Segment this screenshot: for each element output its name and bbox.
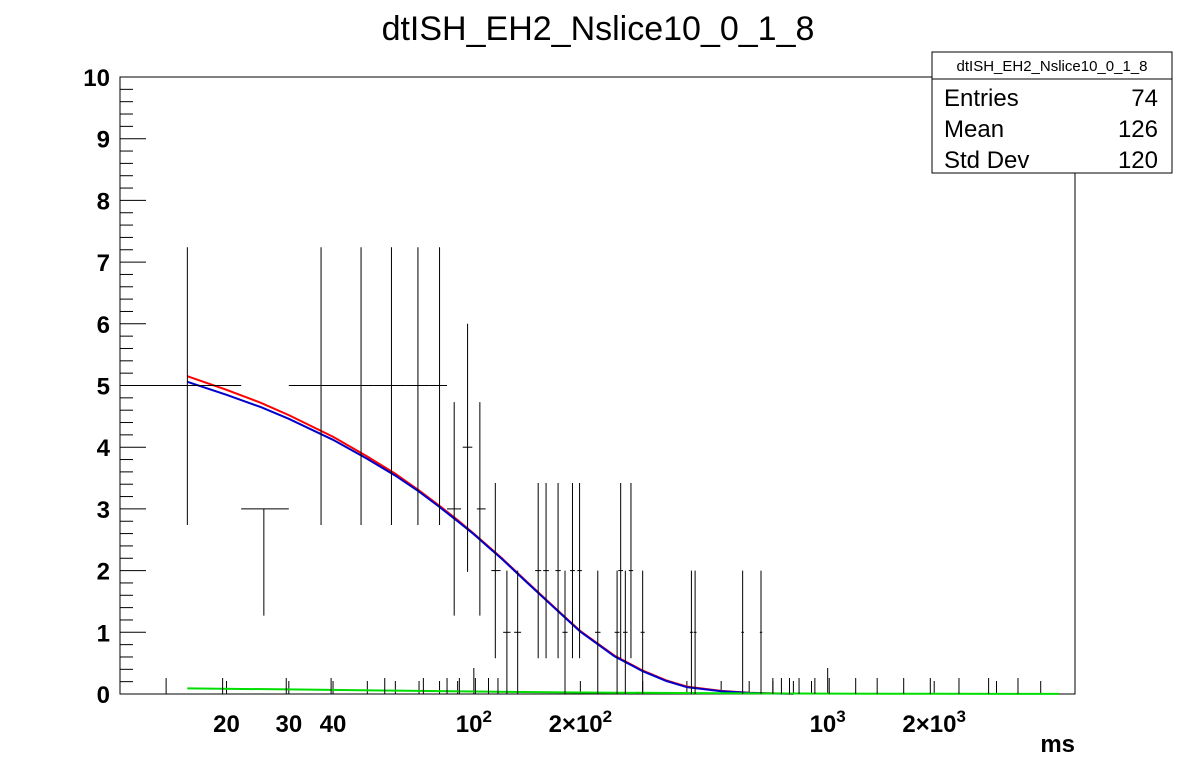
x-tick-label: 2×102 — [549, 707, 613, 738]
data-point — [462, 323, 473, 572]
x-tick-label: 40 — [320, 711, 347, 738]
x-tick-label: 103 — [810, 707, 846, 738]
data-point — [405, 247, 430, 525]
x-tick-label: 2×103 — [902, 707, 966, 738]
stats-stddev-value: 120 — [1118, 147, 1158, 174]
stats-stddev-label: Std Dev — [944, 147, 1029, 174]
fit-curves — [186, 375, 1059, 695]
data-point — [543, 482, 549, 659]
stats-entries-label: Entries — [944, 85, 1019, 112]
data-point — [562, 570, 568, 694]
data-point — [120, 247, 242, 525]
y-tick-label: 9 — [97, 127, 110, 154]
data-point — [577, 482, 582, 659]
x-tick-label: 102 — [456, 707, 492, 738]
stats-box-frame — [931, 51, 1173, 174]
stats-box-title: dtISH_EH2_Nslice10_0_1_8 — [957, 58, 1148, 75]
data-points — [120, 247, 1019, 694]
stats-mean-label: Mean — [944, 116, 1004, 143]
y-tick-label: 6 — [97, 312, 110, 339]
data-point — [595, 570, 601, 694]
data-point — [354, 247, 374, 525]
chart-title: dtISH_EH2_Nslice10_0_1_8 — [382, 10, 815, 48]
stats-entries-value: 74 — [1131, 85, 1158, 112]
data-point — [555, 482, 561, 659]
data-point — [535, 482, 542, 659]
data-point — [373, 247, 406, 525]
data-point — [241, 508, 289, 616]
data-point — [447, 402, 462, 616]
data-point — [476, 402, 486, 616]
stats-mean-value: 126 — [1118, 116, 1158, 143]
data-point — [623, 570, 628, 694]
data-point — [689, 570, 693, 694]
stats-box: dtISH_EH2_Nslice10_0_1_8 Entries 74 Mean… — [931, 51, 1173, 174]
y-tick-label: 1 — [97, 620, 110, 647]
data-point — [288, 247, 355, 525]
y-axis: 0 1 2 3 4 5 6 7 8 9 10 — [83, 65, 146, 709]
data-point — [741, 570, 744, 694]
y-tick-label: 7 — [97, 250, 110, 277]
y-tick-label: 8 — [97, 188, 110, 215]
data-point — [570, 482, 575, 659]
data-point — [759, 570, 763, 694]
y-tick-label: 5 — [97, 374, 110, 401]
series-line-background — [187, 687, 1059, 695]
series-line-signal — [186, 380, 794, 695]
data-point — [628, 482, 634, 659]
y-tick-label: 10 — [83, 65, 110, 92]
data-point — [693, 570, 697, 694]
y-tick-label: 3 — [97, 497, 110, 524]
data-point — [614, 570, 620, 694]
x-axis-label: ms — [1040, 731, 1075, 758]
data-point — [429, 247, 448, 525]
y-tick-label: 2 — [97, 559, 110, 586]
y-tick-label: 0 — [97, 682, 110, 709]
x-tick-label: 20 — [213, 711, 240, 738]
x-axis: 20 30 40 102 2×102 103 2×103 — [119, 668, 1076, 738]
data-point — [491, 482, 501, 659]
data-point — [640, 570, 645, 694]
y-tick-label: 4 — [97, 435, 111, 462]
data-point — [618, 482, 624, 659]
data-point — [514, 570, 522, 694]
data-point — [503, 570, 511, 694]
x-tick-label: 30 — [275, 711, 302, 738]
